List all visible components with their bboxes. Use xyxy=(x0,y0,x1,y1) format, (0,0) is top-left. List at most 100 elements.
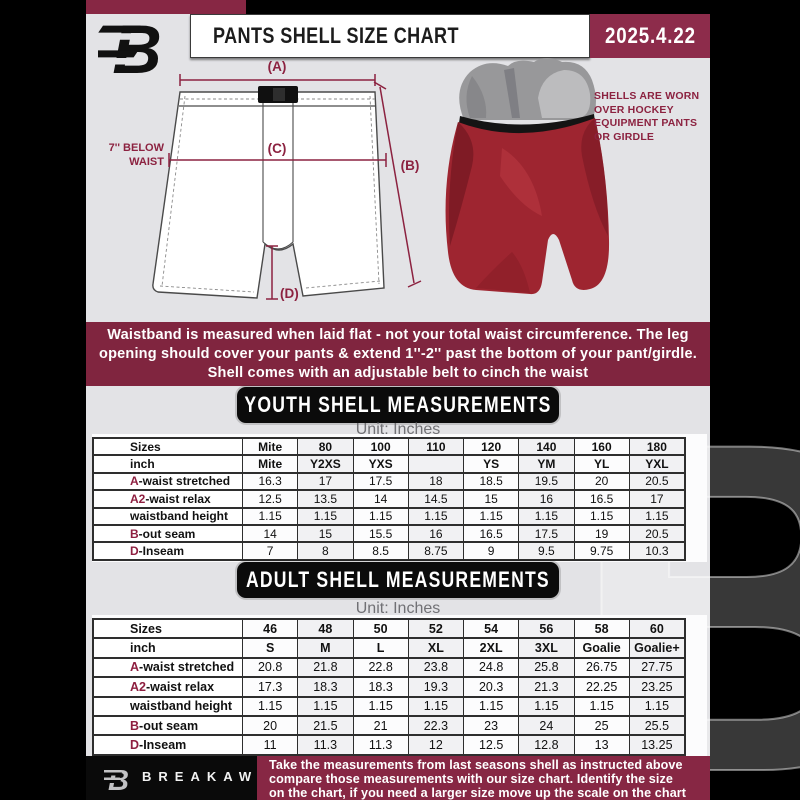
table-row: B -out seam 20 21.5 21 22.3 23 24 25 25.5 xyxy=(92,716,686,737)
table-cell: Goalie+ xyxy=(628,639,684,657)
table-cell: 15 xyxy=(463,491,518,507)
table-row: D -Inseam 11 11.3 11.3 12 12.5 12.8 13 13.25 xyxy=(92,736,686,756)
youth-section-banner: YOUTH SHELL MEASUREMENTS xyxy=(237,387,559,423)
header-title-box: PANTS SHELL SIZE CHART xyxy=(190,14,590,58)
table-cell: 1.15 xyxy=(518,508,574,524)
table-cell: 1.15 xyxy=(297,697,353,715)
caption-line: SHELLS ARE WORN xyxy=(594,90,700,102)
table-row: A -waist stretched 16.3 17 17.5 18 18.5 19.5 20 2… xyxy=(92,473,686,492)
table-cell: 17 xyxy=(628,491,684,507)
row-label: A -waist stretched xyxy=(94,658,242,677)
notice-line: opening should cover your pants & extend… xyxy=(99,345,697,362)
table-cell: 20.5 xyxy=(628,525,684,542)
youth-unit-label: Unit: Inches xyxy=(355,421,441,438)
notice-line: Waistband is measured when laid flat - n… xyxy=(107,326,689,343)
table-row: Sizes Mite 80 100 110 120 140 160 180 xyxy=(92,439,686,457)
row-label-prefix: A2 xyxy=(130,491,146,506)
table-row: inch S M L XL 2XL 3XL Goalie Goalie+ xyxy=(92,639,686,659)
table-cell: 24 xyxy=(518,716,574,735)
table-cell: 20.3 xyxy=(463,678,518,696)
table-cell: 21 xyxy=(352,716,408,735)
table-cell: 23 xyxy=(463,716,518,735)
table-cell: 8.5 xyxy=(352,543,408,559)
row-label: D -Inseam xyxy=(94,543,242,559)
table-cell: 20 xyxy=(573,473,629,490)
row-label: A2 -waist relax xyxy=(94,678,242,696)
table-cell: 15 xyxy=(297,525,353,542)
table-cell: 24.8 xyxy=(463,658,518,677)
table-cell: 11.3 xyxy=(352,736,408,754)
table-cell: 1.15 xyxy=(573,697,629,715)
table-cell: Goalie xyxy=(573,639,629,657)
row-label-prefix: D xyxy=(130,738,140,753)
pants-outline xyxy=(152,91,385,299)
row-label: A -waist stretched xyxy=(94,473,242,490)
date-badge: 2025.4.22 xyxy=(590,14,710,58)
table-cell: 1.15 xyxy=(407,697,463,715)
table-cell: 18.3 xyxy=(352,678,408,696)
table-cell: 14 xyxy=(242,525,297,542)
table-cell: 52 xyxy=(407,620,463,638)
measurement-label-d: (D) xyxy=(280,286,299,301)
youth-size-table: Sizes Mite 80 100 110 120 140 160 180 inch Mite Y2X… xyxy=(92,437,686,561)
table-cell: 16.3 xyxy=(242,473,297,490)
table-cell: 1.15 xyxy=(352,697,408,715)
table-cell: 8.75 xyxy=(407,543,463,559)
table-cell: 140 xyxy=(518,439,574,455)
table-cell: 17.5 xyxy=(518,525,574,542)
row-label: B -out seam xyxy=(94,716,242,735)
row-label: A2 -waist relax xyxy=(94,491,242,507)
footer-note-line: Take the measurements from last seasons … xyxy=(269,758,683,772)
table-cell: 17.3 xyxy=(242,678,297,696)
table-cell: 25.8 xyxy=(518,658,574,677)
row-label: B -out seam xyxy=(94,525,242,542)
table-cell: 8 xyxy=(297,543,353,559)
table-cell: 10.3 xyxy=(628,543,684,559)
table-cell: 20.8 xyxy=(242,658,297,677)
notice-line: Shell comes with an adjustable belt to c… xyxy=(207,364,589,381)
caption-line: OVER HOCKEY xyxy=(594,103,674,116)
table-cell: 26.75 xyxy=(573,658,629,677)
table-row: D -Inseam 7 8 8.5 8.75 9 9.5 9.75 10.3 xyxy=(92,543,686,561)
table-row: A2 -waist relax 12.5 13.5 14 14.5 15 16 16.5 17 xyxy=(92,491,686,509)
table-row: B -out seam 14 15 15.5 16 16.5 17.5 19 20.5 xyxy=(92,525,686,544)
pants-diagram: (A) (B) (C) (D) 7'' BELOW WAIST xyxy=(109,59,422,301)
measurement-label-b: (B) xyxy=(401,158,420,173)
table-cell: 17 xyxy=(297,473,353,490)
table-cell: 12.8 xyxy=(518,736,574,754)
table-cell: 20 xyxy=(242,716,297,735)
measurement-label-a: (A) xyxy=(268,59,287,74)
table-cell: 16 xyxy=(518,491,574,507)
row-label-prefix: B xyxy=(130,718,140,733)
table-cell: 58 xyxy=(573,620,629,638)
row-label: Sizes xyxy=(94,439,242,455)
table-cell: 54 xyxy=(463,620,518,638)
row-label: inch xyxy=(94,639,242,657)
table-cell: 1.15 xyxy=(297,508,353,524)
table-cell: 11.3 xyxy=(297,736,353,754)
footer-breakaway-logo-icon: B xyxy=(104,765,129,793)
table-cell: 25 xyxy=(573,716,629,735)
photo-caption: SHELLS ARE WORN OVER HOCKEY EQUIPMENT PA… xyxy=(594,90,712,144)
table-row: waistband height 1.15 1.15 1.15 1.15 1.15 1.15… xyxy=(92,508,686,526)
table-cell: 120 xyxy=(463,439,518,455)
table-cell: 14.5 xyxy=(407,491,463,507)
table-cell: 22.3 xyxy=(407,716,463,735)
table-cell: 50 xyxy=(352,620,408,638)
table-cell: Mite xyxy=(242,456,297,472)
row-label: Sizes xyxy=(94,620,242,638)
table-cell: 1.15 xyxy=(463,508,518,524)
youth-section-title: YOUTH SHELL MEASUREMENTS xyxy=(244,392,552,417)
table-cell: 1.15 xyxy=(242,508,297,524)
table-cell: 18.3 xyxy=(297,678,353,696)
table-cell: 110 xyxy=(407,439,463,455)
adult-unit-label: Unit: Inches xyxy=(355,600,441,617)
footer-brand: BREAKAWAY xyxy=(142,769,289,784)
table-cell: 23.25 xyxy=(628,678,684,696)
row-label: D -Inseam xyxy=(94,736,242,754)
table-cell: 1.15 xyxy=(628,697,684,715)
table-cell: 2XL xyxy=(463,639,518,657)
footer-note-line: on the chart, if you need a larger size … xyxy=(269,786,687,800)
table-cell: 3XL xyxy=(518,639,574,657)
